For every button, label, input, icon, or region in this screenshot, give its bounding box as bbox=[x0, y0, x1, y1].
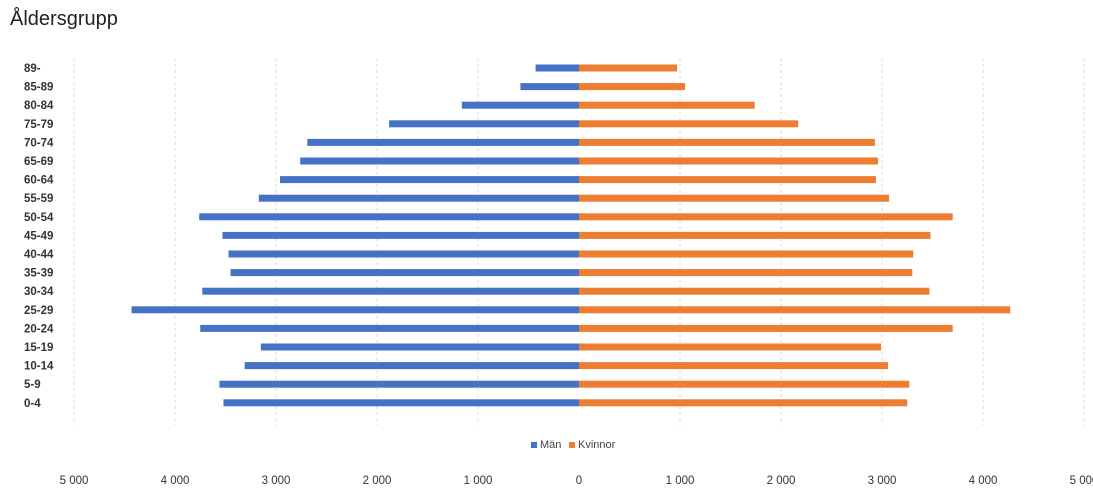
bar-man bbox=[520, 83, 579, 91]
age-group-label: 20-24 bbox=[24, 323, 54, 335]
age-group-label: 50-54 bbox=[24, 212, 54, 224]
bar-woman bbox=[579, 138, 875, 146]
bar-woman bbox=[579, 324, 953, 332]
legend-label: Män bbox=[540, 439, 561, 451]
bar-woman bbox=[579, 120, 799, 128]
age-group-label: 35-39 bbox=[24, 268, 53, 280]
bar-woman bbox=[579, 306, 1011, 314]
age-group-label: 15-19 bbox=[24, 342, 53, 354]
bar-woman bbox=[579, 250, 914, 258]
age-group-label: 80-84 bbox=[24, 100, 54, 112]
legend-label: Kvinnor bbox=[578, 439, 616, 451]
bar-woman bbox=[579, 64, 677, 72]
x-tick-label: 4 000 bbox=[969, 475, 998, 487]
bar-man bbox=[228, 250, 579, 258]
bar-man bbox=[222, 231, 579, 239]
x-tick-label: 1 000 bbox=[464, 475, 493, 487]
bar-man bbox=[280, 176, 579, 184]
bar-man bbox=[258, 194, 579, 202]
x-tick-label: 3 000 bbox=[262, 475, 291, 487]
bar-man bbox=[200, 324, 579, 332]
bar-man bbox=[199, 213, 580, 221]
age-group-label: 75-79 bbox=[24, 119, 53, 131]
bar-woman bbox=[579, 101, 755, 109]
bar-man bbox=[244, 362, 579, 370]
bar-woman bbox=[579, 231, 931, 239]
bar-man bbox=[230, 269, 580, 277]
bar-man bbox=[223, 399, 580, 407]
age-group-label: 25-29 bbox=[24, 305, 53, 317]
legend-swatch bbox=[531, 442, 537, 448]
bar-woman bbox=[579, 399, 908, 407]
age-group-label: 85-89 bbox=[24, 82, 53, 94]
legend: Män Kvinnor bbox=[531, 439, 616, 451]
age-group-label: 45-49 bbox=[24, 230, 53, 242]
age-group-label: 65-69 bbox=[24, 156, 53, 168]
bar-man bbox=[461, 101, 579, 109]
x-tick-label: 3 000 bbox=[868, 475, 897, 487]
age-group-label: 89- bbox=[24, 63, 41, 75]
bar-woman bbox=[579, 380, 910, 388]
bar-man bbox=[307, 138, 579, 146]
x-axis-tick-labels: 5 000 4 000 3 000 2 000 1 000 0 1 000 2 000 3 00… bbox=[60, 475, 1093, 487]
bar-man bbox=[260, 343, 579, 351]
bar-man bbox=[219, 380, 579, 388]
age-group-label: 55-59 bbox=[24, 193, 53, 205]
x-tick-label: 5 000 bbox=[60, 475, 89, 487]
age-group-label: 40-44 bbox=[24, 249, 54, 261]
bar-woman bbox=[579, 83, 686, 91]
bar-man bbox=[131, 306, 579, 314]
legend-swatch bbox=[569, 442, 575, 448]
x-tick-label: 0 bbox=[576, 475, 582, 487]
x-tick-label: 1 000 bbox=[666, 475, 695, 487]
bar-woman bbox=[579, 157, 878, 165]
bar-man bbox=[202, 287, 579, 295]
age-group-labels: 0-4 5-9 10-14 15-19 20-24 25-29 30-34 35-39 40-4… bbox=[24, 63, 54, 410]
age-group-label: 70-74 bbox=[24, 137, 54, 149]
x-tick-label: 2 000 bbox=[767, 475, 796, 487]
bar-woman bbox=[579, 362, 889, 370]
age-group-label: 30-34 bbox=[24, 286, 54, 298]
age-group-label: 0-4 bbox=[24, 398, 41, 410]
gridlines bbox=[73, 58, 1085, 425]
bar-man bbox=[300, 157, 579, 165]
bar-woman bbox=[579, 194, 890, 202]
age-group-label: 60-64 bbox=[24, 175, 54, 187]
chart-title: Åldersgrupp bbox=[10, 8, 118, 30]
bar-woman bbox=[579, 343, 881, 351]
bar-man bbox=[389, 120, 579, 128]
x-tick-label: 4 000 bbox=[161, 475, 190, 487]
bar-woman bbox=[579, 287, 930, 295]
bar-woman bbox=[579, 176, 876, 184]
x-tick-label: 2 000 bbox=[363, 475, 392, 487]
age-group-label: 10-14 bbox=[24, 361, 54, 373]
x-tick-label: 5 000 bbox=[1070, 475, 1093, 487]
bars bbox=[131, 64, 1011, 407]
bar-man bbox=[535, 64, 579, 72]
age-group-label: 5-9 bbox=[24, 379, 41, 391]
bar-woman bbox=[579, 213, 953, 221]
bar-woman bbox=[579, 269, 913, 277]
